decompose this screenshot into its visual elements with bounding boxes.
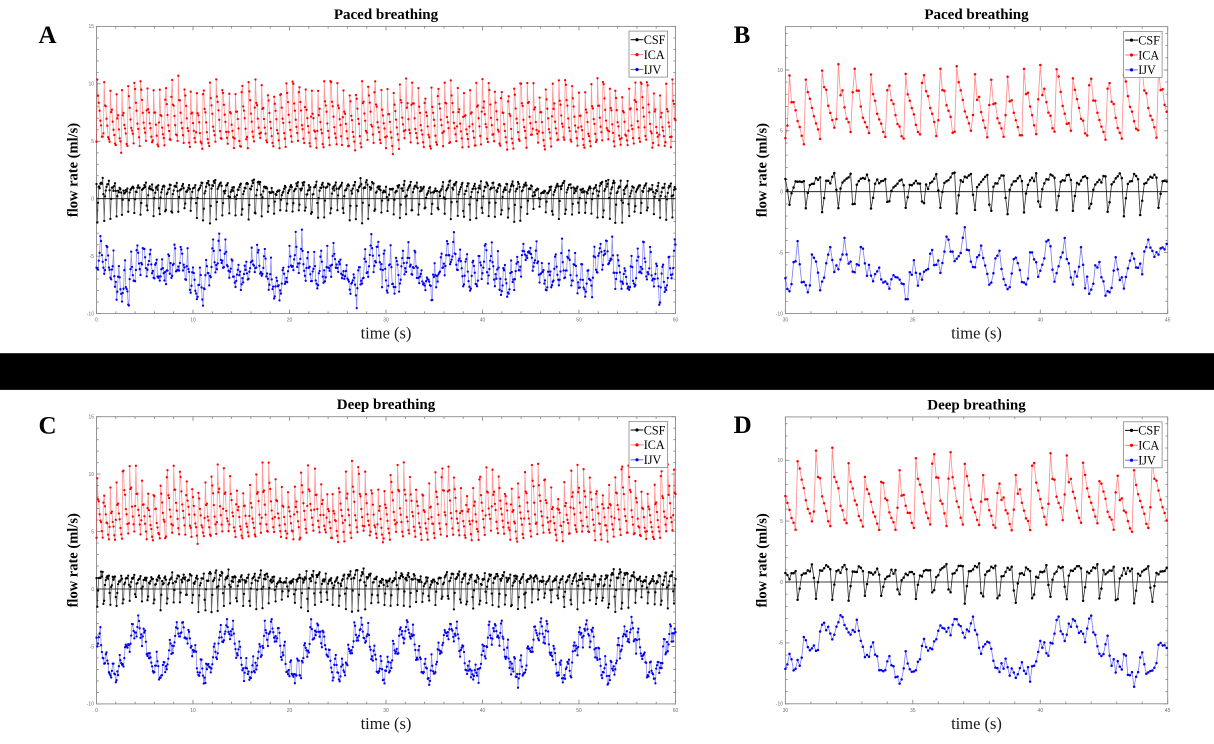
svg-text:40: 40 [480,708,486,714]
svg-text:0: 0 [91,197,94,203]
svg-text:35: 35 [910,318,916,324]
svg-text:5: 5 [780,519,783,525]
svg-text:flow rate (ml/s): flow rate (ml/s) [66,123,82,217]
svg-text:10: 10 [88,472,94,478]
svg-text:30: 30 [383,318,389,324]
svg-text:10: 10 [777,458,783,464]
svg-text:IJV: IJV [644,63,662,77]
svg-text:50: 50 [576,318,582,324]
svg-text:B: B [734,22,751,49]
svg-text:-5: -5 [778,641,783,647]
svg-text:60: 60 [673,708,679,714]
svg-text:flow rate (ml/s): flow rate (ml/s) [754,513,770,607]
svg-text:Paced breathing: Paced breathing [924,7,1029,23]
svg-text:-10: -10 [87,311,94,317]
svg-text:10: 10 [88,82,94,88]
svg-text:15: 15 [88,415,94,421]
svg-text:Paced breathing: Paced breathing [334,7,439,23]
svg-text:30: 30 [783,318,789,324]
svg-text:IJV: IJV [1138,63,1156,77]
svg-text:0: 0 [95,318,98,324]
svg-text:15: 15 [88,24,94,30]
svg-text:time (s): time (s) [361,714,412,733]
svg-text:Deep breathing: Deep breathing [337,397,436,413]
svg-text:ICA: ICA [644,48,665,62]
svg-text:0: 0 [780,190,783,196]
svg-text:-10: -10 [776,311,783,317]
svg-text:20: 20 [287,708,293,714]
svg-text:CSF: CSF [1138,33,1160,47]
svg-text:45: 45 [1165,318,1171,324]
svg-text:0: 0 [780,580,783,586]
svg-text:40: 40 [480,318,486,324]
svg-text:flow rate (ml/s): flow rate (ml/s) [66,513,82,607]
svg-text:10: 10 [190,708,196,714]
svg-text:D: D [734,412,752,439]
svg-text:5: 5 [91,529,94,535]
svg-text:C: C [39,412,57,439]
svg-text:30: 30 [783,708,789,714]
svg-text:10: 10 [777,68,783,74]
svg-text:IJV: IJV [644,453,662,467]
svg-text:time (s): time (s) [951,324,1002,343]
svg-text:-5: -5 [90,644,95,650]
svg-text:time (s): time (s) [951,714,1002,733]
svg-text:60: 60 [673,318,679,324]
svg-text:0: 0 [91,587,94,593]
svg-text:45: 45 [1165,708,1171,714]
svg-text:35: 35 [910,708,916,714]
svg-text:40: 40 [1038,708,1044,714]
svg-text:30: 30 [383,708,389,714]
svg-text:flow rate (ml/s): flow rate (ml/s) [754,123,770,217]
svg-text:50: 50 [576,708,582,714]
svg-text:ICA: ICA [1138,439,1159,453]
svg-text:CSF: CSF [1138,424,1160,438]
svg-text:0: 0 [95,708,98,714]
svg-text:5: 5 [91,139,94,145]
svg-text:IJV: IJV [1138,454,1156,468]
svg-text:20: 20 [287,318,293,324]
svg-text:Deep breathing: Deep breathing [927,397,1026,413]
svg-text:ICA: ICA [644,438,665,452]
svg-text:time (s): time (s) [361,324,412,343]
svg-text:-10: -10 [87,702,94,708]
svg-text:-5: -5 [90,254,95,260]
svg-text:A: A [39,22,57,49]
svg-text:40: 40 [1038,318,1044,324]
svg-text:5: 5 [780,129,783,135]
svg-text:ICA: ICA [1138,48,1159,62]
svg-text:CSF: CSF [644,423,666,437]
svg-text:-10: -10 [776,702,783,708]
svg-text:10: 10 [190,318,196,324]
svg-text:-5: -5 [778,250,783,256]
svg-text:CSF: CSF [644,33,666,47]
